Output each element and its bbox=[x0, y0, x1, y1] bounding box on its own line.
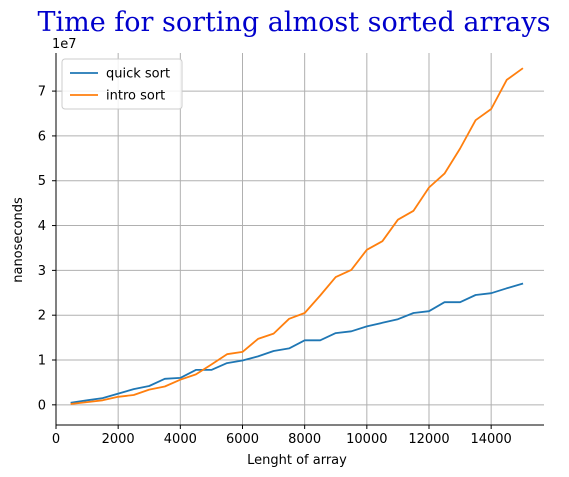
y-tick-label: 7 bbox=[38, 85, 46, 100]
x-tick-label: 14000 bbox=[470, 432, 511, 447]
x-tick-label: 8000 bbox=[288, 432, 321, 447]
y-tick-label: 3 bbox=[38, 264, 46, 279]
legend-box bbox=[61, 58, 183, 110]
y-tick-label: 5 bbox=[38, 174, 46, 189]
y-tick-label: 0 bbox=[38, 398, 46, 413]
x-tick-label: 4000 bbox=[164, 432, 197, 447]
x-axis-label: Lenght of array bbox=[247, 453, 347, 468]
chart-title: Time for sorting almost sorted arrays bbox=[37, 7, 550, 38]
x-tick-label: 2000 bbox=[102, 432, 135, 447]
x-tick-label: 0 bbox=[52, 432, 60, 447]
legend: quick sort intro sort bbox=[61, 58, 183, 110]
y-axis-label: nanoseconds bbox=[11, 197, 26, 283]
y-tick-label: 2 bbox=[38, 309, 46, 324]
legend-label-intro-sort: intro sort bbox=[106, 89, 165, 104]
y-offset-label: 1e7 bbox=[52, 37, 77, 52]
y-tick-label: 4 bbox=[38, 219, 46, 234]
legend-label-quick-sort: quick sort bbox=[106, 67, 170, 82]
series-layer bbox=[70, 67, 524, 405]
grid-layer bbox=[55, 53, 544, 425]
x-tick-label: 10000 bbox=[346, 432, 387, 447]
y-tick-label: 6 bbox=[38, 129, 46, 144]
y-tick-label: 1 bbox=[38, 354, 46, 369]
series-line-intro-sort bbox=[70, 67, 524, 405]
ticks-layer: 0 2000 4000 6000 8000 10000 12000 14000 0 1 2 3 4 5 6 7 bbox=[38, 85, 512, 447]
series-line-quick-sort bbox=[70, 282, 524, 404]
axes-layer bbox=[55, 53, 544, 426]
x-tick-label: 6000 bbox=[226, 432, 259, 447]
x-tick-label: 12000 bbox=[408, 432, 449, 447]
